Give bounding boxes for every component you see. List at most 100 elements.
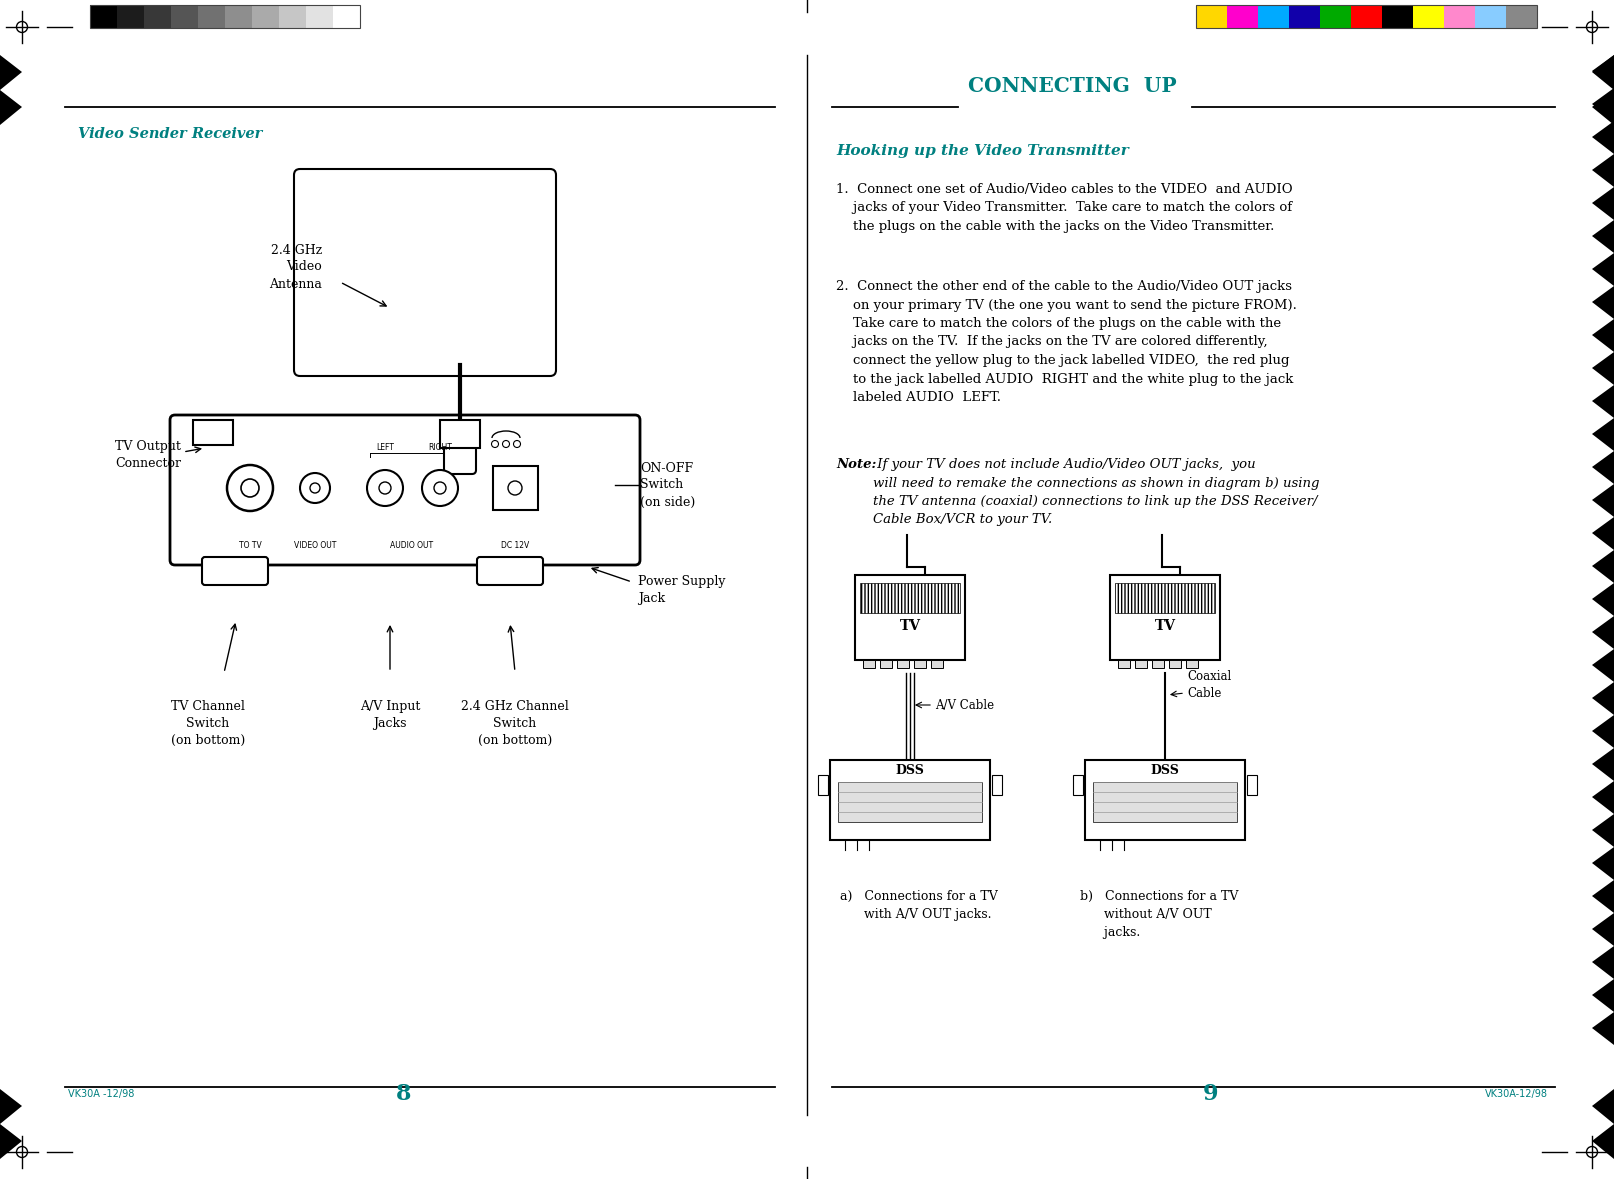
Bar <box>441 420 479 448</box>
FancyBboxPatch shape <box>294 169 555 376</box>
Text: Coaxial
Cable: Coaxial Cable <box>1186 670 1231 700</box>
Bar <box>1169 660 1181 668</box>
Text: 1.  Connect one set of Audio/Video cables to the VIDEO  and AUDIO
    jacks of y: 1. Connect one set of Audio/Video cables… <box>836 183 1293 233</box>
Polygon shape <box>0 1089 23 1124</box>
Text: Power Supply
Jack: Power Supply Jack <box>638 575 726 605</box>
Circle shape <box>492 441 499 448</box>
Polygon shape <box>1591 88 1614 121</box>
Circle shape <box>300 473 329 503</box>
Bar <box>1196 5 1227 28</box>
Polygon shape <box>0 1124 23 1159</box>
Circle shape <box>513 441 520 448</box>
Bar <box>1290 5 1320 28</box>
Polygon shape <box>1591 121 1614 154</box>
Text: 9: 9 <box>1202 1084 1217 1105</box>
Bar <box>171 5 199 28</box>
Text: DC 12V: DC 12V <box>500 541 529 549</box>
Bar <box>492 466 537 511</box>
Polygon shape <box>1591 582 1614 615</box>
Polygon shape <box>1591 946 1614 979</box>
Circle shape <box>228 465 273 511</box>
Text: RIGHT: RIGHT <box>428 443 452 453</box>
Bar <box>1110 575 1220 660</box>
Text: Video Sender Receiver: Video Sender Receiver <box>77 127 263 141</box>
Polygon shape <box>1591 485 1614 518</box>
Polygon shape <box>1591 780 1614 814</box>
Bar <box>1320 5 1351 28</box>
Bar <box>830 760 989 839</box>
Circle shape <box>240 479 258 498</box>
Polygon shape <box>0 55 23 90</box>
Polygon shape <box>1591 55 1614 90</box>
Bar <box>1382 5 1412 28</box>
Bar <box>194 420 232 444</box>
Polygon shape <box>1591 549 1614 582</box>
Bar <box>1196 5 1537 28</box>
Bar <box>252 5 279 28</box>
Text: LEFT: LEFT <box>376 443 394 453</box>
Bar <box>880 660 893 668</box>
Bar <box>90 5 360 28</box>
Bar <box>1257 5 1290 28</box>
Circle shape <box>508 481 521 495</box>
Bar <box>1445 5 1475 28</box>
Polygon shape <box>1591 253 1614 286</box>
Polygon shape <box>1591 386 1614 419</box>
Bar <box>116 5 144 28</box>
Text: 2.4 GHz Channel
Switch
(on bottom): 2.4 GHz Channel Switch (on bottom) <box>462 700 568 747</box>
Polygon shape <box>1591 452 1614 485</box>
Text: 8: 8 <box>397 1084 412 1105</box>
Text: TV Output
Connector: TV Output Connector <box>115 440 181 470</box>
Bar <box>818 775 828 795</box>
Bar <box>1119 660 1130 668</box>
Text: b)   Connections for a TV
      without A/V OUT
      jacks.: b) Connections for a TV without A/V OUT … <box>1080 890 1238 938</box>
Text: If your TV does not include Audio/Video OUT jacks,  you
will need to remake the : If your TV does not include Audio/Video … <box>873 457 1320 527</box>
Bar <box>1412 5 1445 28</box>
Bar <box>897 660 909 668</box>
Polygon shape <box>1591 320 1614 353</box>
Bar <box>863 660 875 668</box>
FancyBboxPatch shape <box>478 556 542 585</box>
Bar <box>1351 5 1382 28</box>
Bar <box>1073 775 1083 795</box>
Polygon shape <box>1591 518 1614 549</box>
Bar <box>90 5 116 28</box>
Bar <box>860 582 960 613</box>
Polygon shape <box>1591 979 1614 1012</box>
Polygon shape <box>1591 814 1614 847</box>
Bar <box>1227 5 1257 28</box>
Polygon shape <box>1591 187 1614 220</box>
Polygon shape <box>1591 55 1614 88</box>
Bar <box>1152 660 1164 668</box>
Bar <box>838 782 981 822</box>
Polygon shape <box>1591 419 1614 452</box>
Bar <box>279 5 307 28</box>
Text: TV: TV <box>1154 619 1175 633</box>
Bar <box>1115 582 1215 613</box>
Polygon shape <box>1591 1089 1614 1124</box>
Polygon shape <box>1591 648 1614 681</box>
FancyBboxPatch shape <box>202 556 268 585</box>
Bar <box>1186 660 1198 668</box>
Text: VK30A -12/98: VK30A -12/98 <box>68 1089 134 1099</box>
Text: CONNECTING  UP: CONNECTING UP <box>968 75 1177 95</box>
Bar <box>332 5 360 28</box>
Polygon shape <box>1591 681 1614 714</box>
Polygon shape <box>1591 714 1614 747</box>
Bar <box>224 5 252 28</box>
Bar <box>855 575 965 660</box>
Circle shape <box>434 482 445 494</box>
Polygon shape <box>1591 747 1614 780</box>
Circle shape <box>379 482 391 494</box>
Text: TV: TV <box>899 619 920 633</box>
Circle shape <box>310 483 320 493</box>
Polygon shape <box>1591 220 1614 253</box>
Bar <box>199 5 224 28</box>
Bar <box>1093 782 1236 822</box>
Polygon shape <box>1591 847 1614 880</box>
Circle shape <box>421 470 458 506</box>
Bar <box>1506 5 1537 28</box>
Polygon shape <box>1591 90 1614 125</box>
Polygon shape <box>1591 913 1614 946</box>
Text: A/V Cable: A/V Cable <box>935 698 994 711</box>
